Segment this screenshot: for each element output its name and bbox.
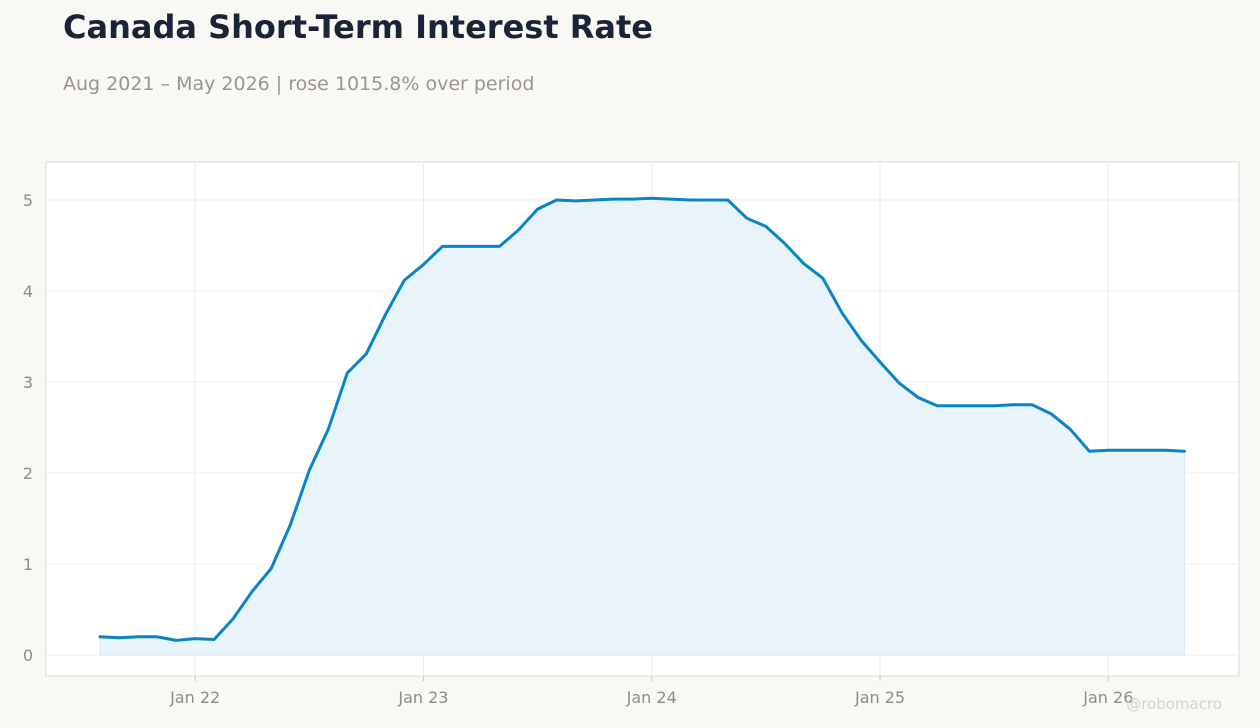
data-point xyxy=(689,199,691,201)
data-point xyxy=(803,263,805,265)
data-point xyxy=(1145,449,1147,451)
data-point xyxy=(955,405,957,407)
data-point xyxy=(917,396,919,398)
y-tick-label: 5 xyxy=(23,191,33,210)
data-point xyxy=(993,405,995,407)
data-point xyxy=(746,217,748,219)
data-point xyxy=(441,245,443,247)
series-group xyxy=(98,196,1186,656)
data-point xyxy=(1031,404,1033,406)
data-point xyxy=(479,245,481,247)
chart-title: Canada Short-Term Interest Rate xyxy=(63,8,653,46)
data-point xyxy=(422,263,424,265)
x-tick-label: Jan 25 xyxy=(854,688,905,707)
data-point xyxy=(1183,450,1185,452)
watermark-label: @robomacro xyxy=(1126,695,1222,713)
data-point xyxy=(593,199,595,201)
data-point xyxy=(270,567,272,569)
data-point xyxy=(1088,450,1090,452)
y-tick-label: 0 xyxy=(23,646,33,665)
data-point xyxy=(1069,428,1071,430)
data-point xyxy=(860,339,862,341)
x-tick-label: Jan 22 xyxy=(169,688,220,707)
y-tick-label: 3 xyxy=(23,373,33,392)
data-point xyxy=(1164,449,1166,451)
data-point xyxy=(1012,404,1014,406)
data-point xyxy=(517,229,519,231)
data-point xyxy=(1126,449,1128,451)
y-axis: 0 1 2 3 4 5 xyxy=(23,191,33,665)
x-tick-label: Jan 23 xyxy=(397,688,448,707)
y-tick-label: 2 xyxy=(23,464,33,483)
data-point xyxy=(841,312,843,314)
data-point xyxy=(327,428,329,430)
data-point xyxy=(137,636,139,638)
data-point xyxy=(251,590,253,592)
chart-subtitle: Aug 2021 – May 2026 | rose 1015.8% over … xyxy=(63,73,535,95)
data-point xyxy=(822,277,824,279)
data-point xyxy=(289,524,291,526)
data-point xyxy=(99,636,101,638)
data-point xyxy=(346,372,348,374)
y-tick-label: 4 xyxy=(23,282,33,301)
data-point xyxy=(898,382,900,384)
data-point xyxy=(708,199,710,201)
series-line xyxy=(98,196,1186,642)
x-tick-label: Jan 24 xyxy=(626,688,677,707)
data-point xyxy=(194,637,196,639)
data-point xyxy=(555,199,557,201)
data-point xyxy=(670,198,672,200)
data-point xyxy=(365,353,367,355)
data-point xyxy=(118,637,120,639)
data-point xyxy=(403,279,405,281)
data-point xyxy=(879,361,881,363)
data-point xyxy=(727,199,729,201)
data-point xyxy=(498,245,500,247)
data-point xyxy=(632,198,634,200)
x-tick-label: Jan 26 xyxy=(1082,688,1133,707)
data-point xyxy=(384,314,386,316)
data-point xyxy=(651,197,653,199)
data-point xyxy=(536,208,538,210)
data-point xyxy=(175,639,177,641)
data-point xyxy=(232,617,234,619)
data-point xyxy=(974,405,976,407)
data-point xyxy=(213,638,215,640)
data-point xyxy=(308,469,310,471)
data-point xyxy=(765,225,767,227)
data-point xyxy=(936,405,938,407)
y-tick-label: 1 xyxy=(23,555,33,574)
data-point xyxy=(613,198,615,200)
x-axis: Jan 22 Jan 23 Jan 24 Jan 25 Jan 26 xyxy=(169,676,1133,707)
data-point xyxy=(784,243,786,245)
data-point xyxy=(156,636,158,638)
data-point xyxy=(1050,413,1052,415)
data-point xyxy=(460,245,462,247)
data-point xyxy=(574,200,576,202)
data-point xyxy=(1107,449,1109,451)
